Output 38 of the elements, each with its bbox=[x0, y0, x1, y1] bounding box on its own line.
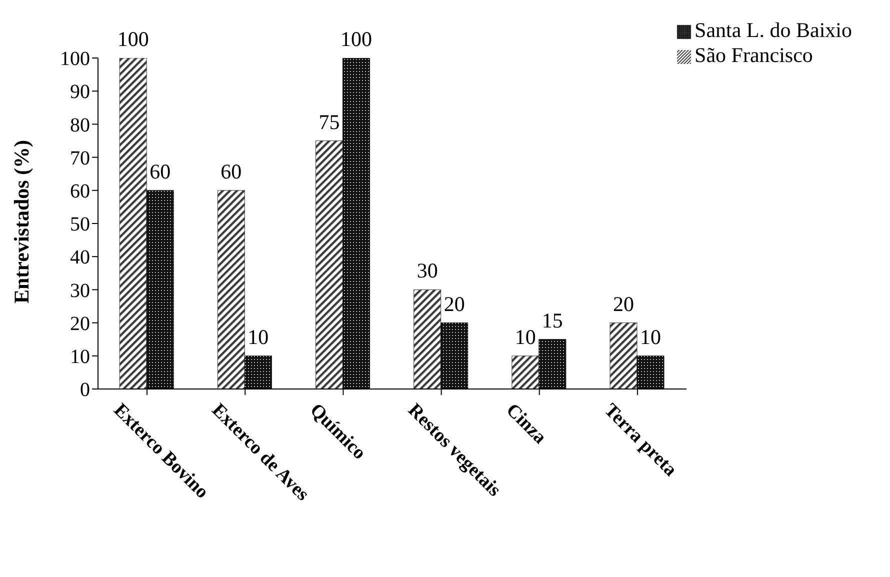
data-label: 60 bbox=[220, 159, 242, 184]
y-tick-label: 30 bbox=[70, 280, 90, 302]
y-tick-label: 80 bbox=[70, 114, 90, 136]
bar bbox=[342, 58, 370, 389]
data-label: 30 bbox=[416, 258, 438, 283]
data-label: 10 bbox=[640, 324, 662, 349]
bar bbox=[119, 58, 147, 389]
bar bbox=[512, 356, 540, 389]
y-tick-label: 60 bbox=[70, 180, 90, 202]
bar bbox=[610, 322, 638, 389]
y-tick-label: 20 bbox=[70, 312, 90, 335]
y-tick-label: 90 bbox=[70, 81, 90, 104]
data-label: 100 bbox=[340, 27, 372, 51]
bar bbox=[538, 339, 566, 389]
data-label: 15 bbox=[542, 308, 563, 332]
y-tick-label: 50 bbox=[70, 214, 90, 236]
bar bbox=[217, 190, 245, 389]
data-label: 60 bbox=[150, 159, 171, 184]
data-label: 75 bbox=[318, 110, 340, 134]
data-label: 20 bbox=[444, 292, 465, 316]
legend-label: São Francisco bbox=[694, 43, 813, 67]
bar bbox=[244, 356, 272, 389]
y-tick-label: 0 bbox=[80, 379, 90, 402]
y-tick-label: 10 bbox=[70, 346, 90, 368]
y-axis-title: Entrevistados (%) bbox=[9, 140, 34, 304]
bar bbox=[316, 140, 343, 389]
bar bbox=[414, 289, 442, 389]
bar bbox=[636, 356, 664, 389]
data-label: 10 bbox=[514, 324, 536, 349]
y-tick-label: 70 bbox=[70, 147, 90, 170]
legend-label: Santa L. do Baixio bbox=[694, 18, 852, 42]
data-label: 10 bbox=[248, 324, 269, 349]
data-label: 20 bbox=[613, 292, 634, 316]
bar bbox=[146, 190, 174, 389]
bar bbox=[440, 322, 468, 389]
data-label: 100 bbox=[117, 27, 149, 51]
y-tick-label: 100 bbox=[60, 48, 90, 70]
y-tick-label: 40 bbox=[70, 246, 90, 269]
